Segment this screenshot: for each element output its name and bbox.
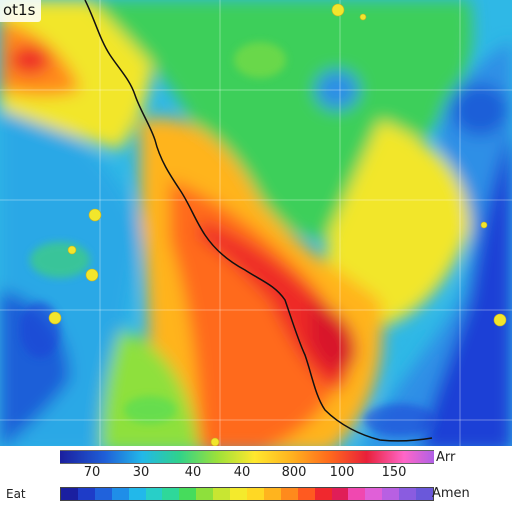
legend-swatch [213,488,231,500]
legend-swatch [297,488,315,500]
legend-swatch [263,488,281,500]
legend-swatch [162,488,180,500]
legend-swatch [416,488,433,500]
texture-patches [20,42,436,436]
legend-swatch [365,488,383,500]
map-title: ot1s [0,0,42,22]
legend-top-tick: 40 [233,465,251,480]
legend-top: 70 30 40 40 800 100 150 Arr [0,446,512,482]
legend-swatch [280,488,298,500]
legend-swatch [77,488,95,500]
legend-swatch [246,488,264,500]
legend-swatch [61,488,78,500]
legend-top-tick: 30 [132,465,150,480]
legend-swatch [348,488,366,500]
legend-swatch [399,488,417,500]
legend-swatch [128,488,146,500]
legend-swatch [331,488,349,500]
legend-swatch [111,488,129,500]
legend-bottom-end-label: Amen [432,486,470,501]
heatmap-canvas [0,0,512,452]
grid-lines [0,0,512,452]
legend-top-colorbar [60,450,434,464]
legend-swatch [382,488,400,500]
legend-swatch [179,488,197,500]
legend-bottom-swatches [60,487,434,501]
legend-top-tick: 100 [329,465,355,480]
legend-bottom: Eat Amen [0,482,512,512]
legend-swatch [145,488,163,500]
legend-top-tick: 150 [381,465,407,480]
coastline [84,0,433,442]
color-regions [0,0,512,452]
legend-swatch [230,488,247,500]
legend-top-tick: 40 [184,465,202,480]
legend-swatch [196,488,214,500]
legend-swatch [314,488,332,500]
legend-swatch [94,488,112,500]
legend-top-tick: 800 [281,465,307,480]
legend-bottom-left-label: Eat [6,487,26,501]
map-view[interactable]: ot1s [0,0,512,452]
small-islands [48,3,507,447]
legend-top-tick: 70 [83,465,101,480]
legend-top-end-label: Arr [436,450,456,465]
